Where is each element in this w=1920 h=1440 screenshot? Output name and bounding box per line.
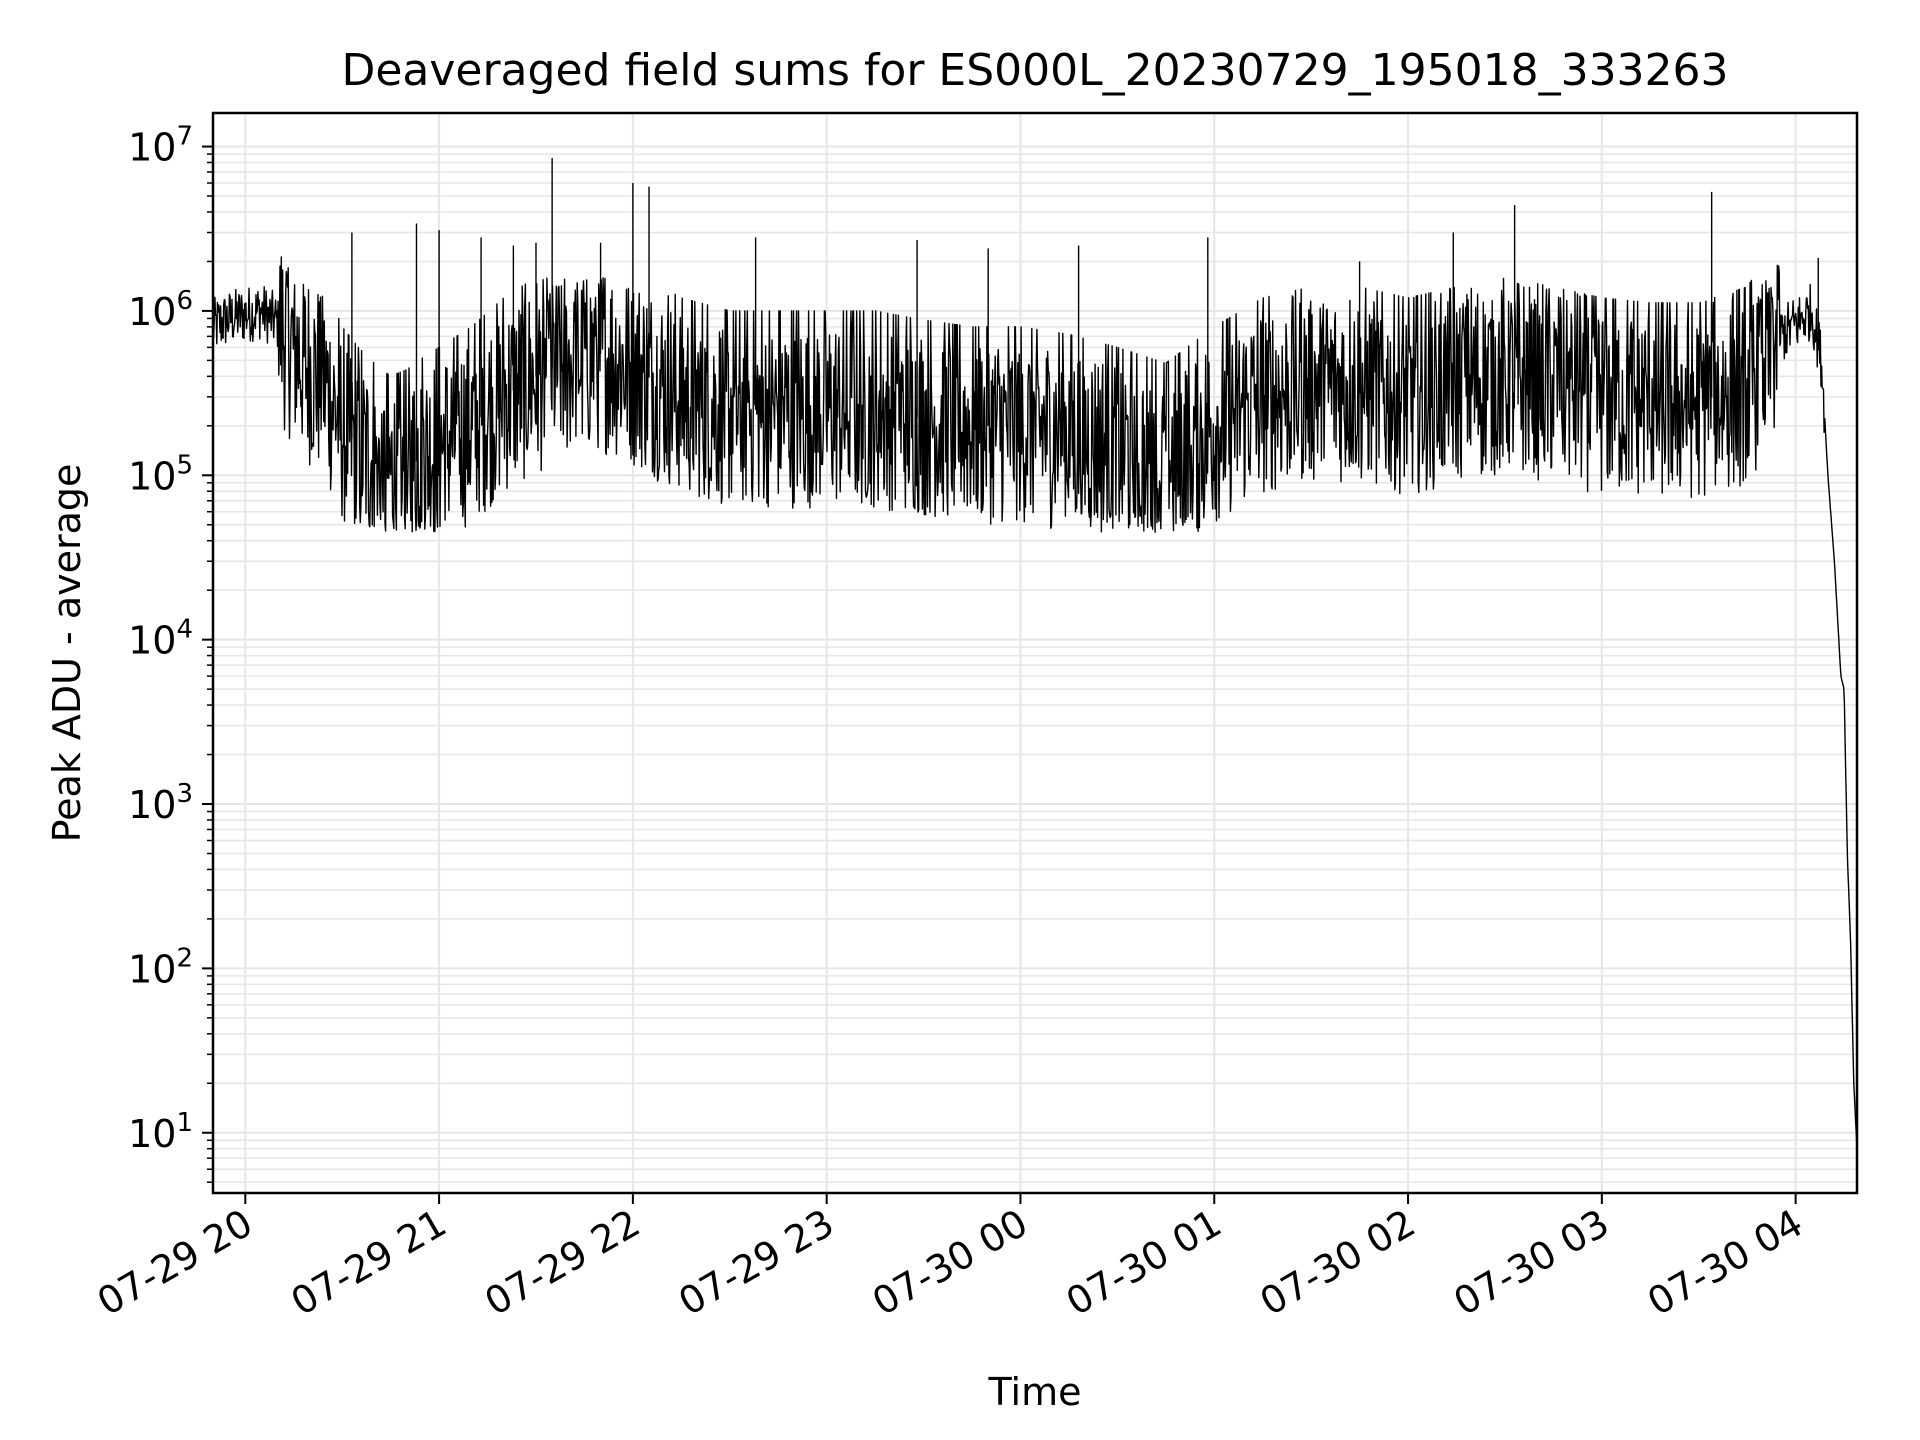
series-line (212, 256, 1858, 1149)
chart-title: Deaveraged field sums for ES000L_2023072… (341, 45, 1728, 96)
y-tick-label: 105 (128, 450, 193, 498)
y-tick-label: 107 (128, 122, 193, 170)
y-tick-label: 104 (128, 615, 193, 663)
x-tick-label: 07-30 01 (1059, 1201, 1229, 1325)
x-tick-label: 07-30 00 (865, 1201, 1035, 1325)
x-tick-label: 07-30 04 (1640, 1201, 1810, 1325)
x-tick-label: 07-29 21 (284, 1201, 454, 1325)
y-tick-label: 101 (128, 1108, 193, 1156)
x-tick-label: 07-30 03 (1446, 1201, 1616, 1325)
plot-frame (211, 111, 1859, 1195)
y-tick-label: 106 (128, 286, 193, 334)
data-series (212, 158, 1858, 1149)
x-axis-label: Time (988, 1370, 1082, 1414)
y-axis-label: Peak ADU - average (45, 464, 89, 843)
x-tick-label: 07-29 20 (90, 1201, 260, 1325)
y-tick-label: 103 (128, 779, 193, 827)
y-tick-label: 102 (128, 943, 193, 991)
grid-lines (213, 113, 1857, 1193)
x-tick-label: 07-29 23 (671, 1201, 841, 1325)
x-tick-label: 07-29 22 (477, 1201, 647, 1325)
x-tick-label: 07-30 02 (1253, 1201, 1423, 1325)
